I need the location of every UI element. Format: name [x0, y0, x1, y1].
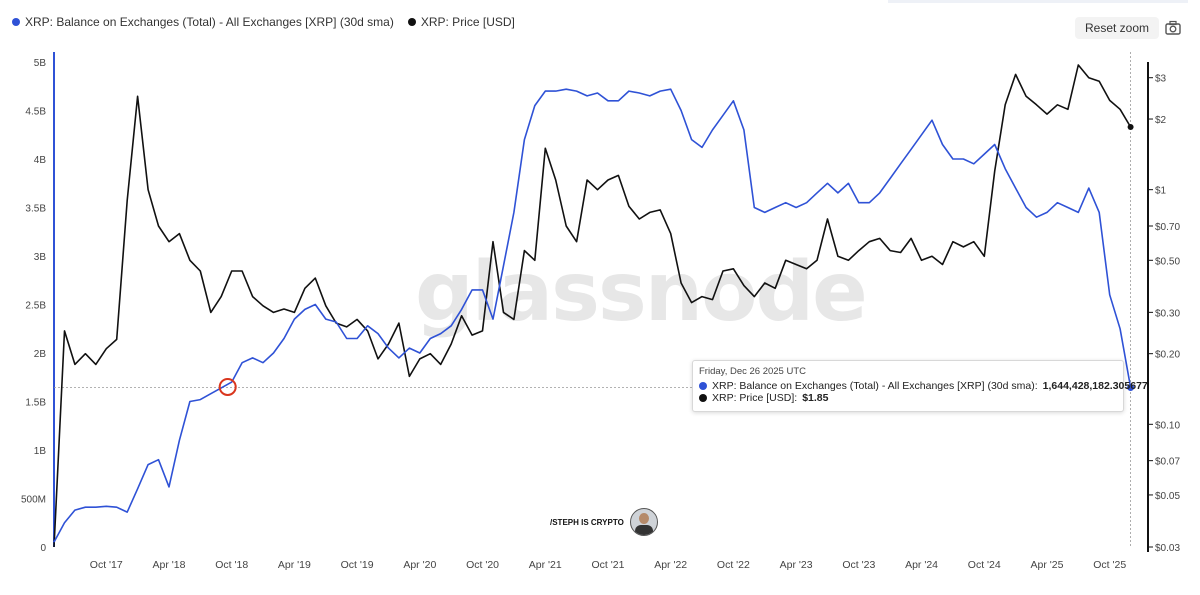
x-tick-label: Apr '20: [403, 559, 436, 571]
x-tick-label: Apr '23: [780, 559, 813, 571]
tooltip-dot-price: [699, 394, 707, 402]
tooltip-row-price: XRP: Price [USD]: $1.85: [699, 392, 828, 404]
legend-label-price: XRP: Price [USD]: [420, 15, 515, 29]
y-right-tick-label: $0.70: [1155, 222, 1180, 233]
x-tick-label: Oct '19: [341, 559, 374, 571]
balance-series-line: [53, 88, 1132, 543]
avatar: [629, 508, 658, 536]
credit-text: /STEPH IS CRYPTO: [550, 517, 624, 527]
tooltip-value-price: $1.85: [802, 392, 829, 404]
y-right-tick-label: $0.07: [1155, 457, 1180, 468]
legend-label-balance: XRP: Balance on Exchanges (Total) - All …: [25, 15, 394, 29]
legend-dot-balance: [12, 18, 20, 26]
legend-item-balance[interactable]: XRP: Balance on Exchanges (Total) - All …: [12, 15, 394, 29]
x-tick-label: Oct '23: [842, 559, 875, 571]
y-right-tick-label: $0.03: [1155, 543, 1180, 554]
y-right-tick-label: $0.50: [1155, 256, 1180, 267]
y-left-tick-label: 4.5B: [25, 107, 46, 118]
legend-item-price[interactable]: XRP: Price [USD]: [407, 15, 515, 29]
y-left-tick-label: 1.5B: [25, 398, 46, 409]
top-strip: [888, 0, 1188, 3]
camera-icon[interactable]: [1162, 18, 1184, 38]
y-left-tick-label: 5B: [34, 58, 47, 69]
tooltip-value-balance: 1,644,428,182.305677: [1042, 380, 1148, 392]
legend-dot-price: [407, 18, 416, 26]
x-tick-label: Apr '25: [1030, 559, 1063, 571]
x-tick-label: Oct '21: [592, 559, 625, 571]
x-tick-label: Oct '18: [215, 559, 248, 571]
x-tick-label: Apr '24: [905, 559, 938, 571]
reset-zoom-button[interactable]: Reset zoom: [1075, 17, 1160, 39]
x-tick-label: Oct '20: [466, 559, 499, 571]
tooltip-label-balance: XRP: Balance on Exchanges (Total) - All …: [712, 380, 1038, 392]
legend: XRP: Balance on Exchanges (Total) - All …: [12, 15, 515, 29]
x-tick-label: Oct '25: [1093, 559, 1126, 571]
x-tick-label: Apr '18: [152, 559, 185, 571]
tooltip-date: Friday, Dec 26 2025 UTC: [699, 366, 807, 377]
x-tick-label: Apr '22: [654, 559, 687, 571]
y-right-tick-label: $1: [1155, 186, 1167, 197]
y-left-tick-label: 2B: [34, 349, 47, 360]
y-left-tick-label: 0: [40, 543, 46, 554]
tooltip-row-balance: XRP: Balance on Exchanges (Total) - All …: [699, 380, 1148, 392]
y-left-tick-label: 1B: [34, 446, 47, 457]
y-right-tick-label: $0.30: [1155, 308, 1180, 319]
tooltip: Friday, Dec 26 2025 UTC XRP: Balance on …: [692, 360, 1148, 412]
tooltip-label-price: XRP: Price [USD]:: [712, 392, 798, 404]
y-left-tick-label: 2.5B: [25, 301, 46, 312]
y-right-tick-label: $3: [1155, 74, 1167, 85]
y-left-tick-label: 3.5B: [25, 204, 46, 215]
price-end-marker: [1127, 123, 1134, 130]
y-left-tick-label: 4B: [34, 155, 47, 166]
y-right-tick-label: $0.20: [1155, 350, 1180, 361]
x-tick-label: Oct '24: [968, 559, 1001, 571]
y-right-tick-label: $2: [1155, 115, 1167, 126]
price-series-line: [53, 64, 1132, 548]
y-right-tick-label: $0.05: [1155, 491, 1180, 502]
x-tick-label: Oct '22: [717, 559, 750, 571]
y-right-tick-label: $0.10: [1155, 420, 1180, 431]
balance-end-marker: [1127, 383, 1135, 391]
x-tick-label: Oct '17: [90, 559, 123, 571]
y-left-tick-label: 3B: [34, 252, 47, 263]
y-left-tick-label: 500M: [21, 495, 46, 506]
highlight-circle: [218, 377, 237, 396]
credit-badge: /STEPH IS CRYPTO: [550, 508, 658, 536]
tooltip-dot-balance: [699, 382, 707, 390]
x-tick-label: Apr '21: [529, 559, 562, 571]
x-tick-label: Apr '19: [278, 559, 311, 571]
